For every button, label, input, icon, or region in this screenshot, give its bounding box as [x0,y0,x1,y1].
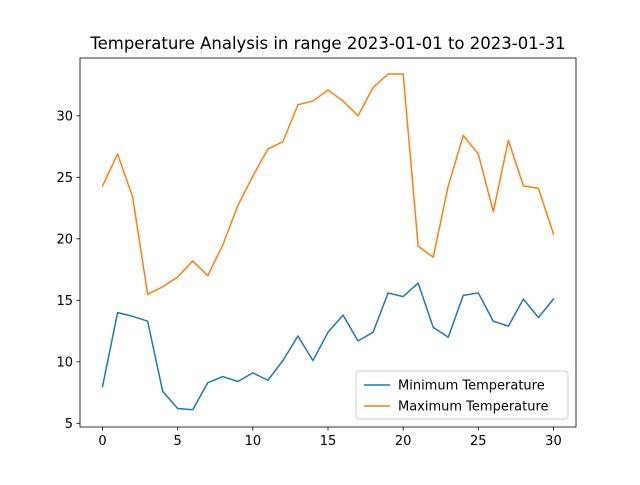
series-layer [101,73,555,411]
series-line-maximum-temperature [101,73,555,295]
axes-layer: 0 5 10 15 20 25 30 5 10 15 20 25 30 [56,57,577,449]
y-tick-label: 10 [56,355,73,370]
x-tick-label: 30 [545,434,562,449]
y-tick-label: 25 [56,171,73,186]
x-tick-label: 15 [320,434,337,449]
y-tick-label: 5 [65,417,73,432]
legend-box [355,370,569,420]
legend-label-maximum-temperature: Maximum Temperature [398,400,549,415]
x-tick-label: 10 [245,434,262,449]
x-tick-label: 0 [98,434,106,449]
y-tick-label: 20 [56,232,73,247]
y-tick-label: 30 [56,109,73,124]
legend: Minimum Temperature Maximum Temperature [355,370,569,420]
series-line-minimum-temperature [101,282,555,411]
legend-label-minimum-temperature: Minimum Temperature [398,379,545,394]
x-tick-label: 5 [174,434,182,449]
chart-title: Temperature Analysis in range 2023-01-01… [89,34,565,53]
x-tick-label: 20 [395,434,412,449]
x-tick-label: 25 [470,434,487,449]
y-tick-label: 15 [56,294,73,309]
